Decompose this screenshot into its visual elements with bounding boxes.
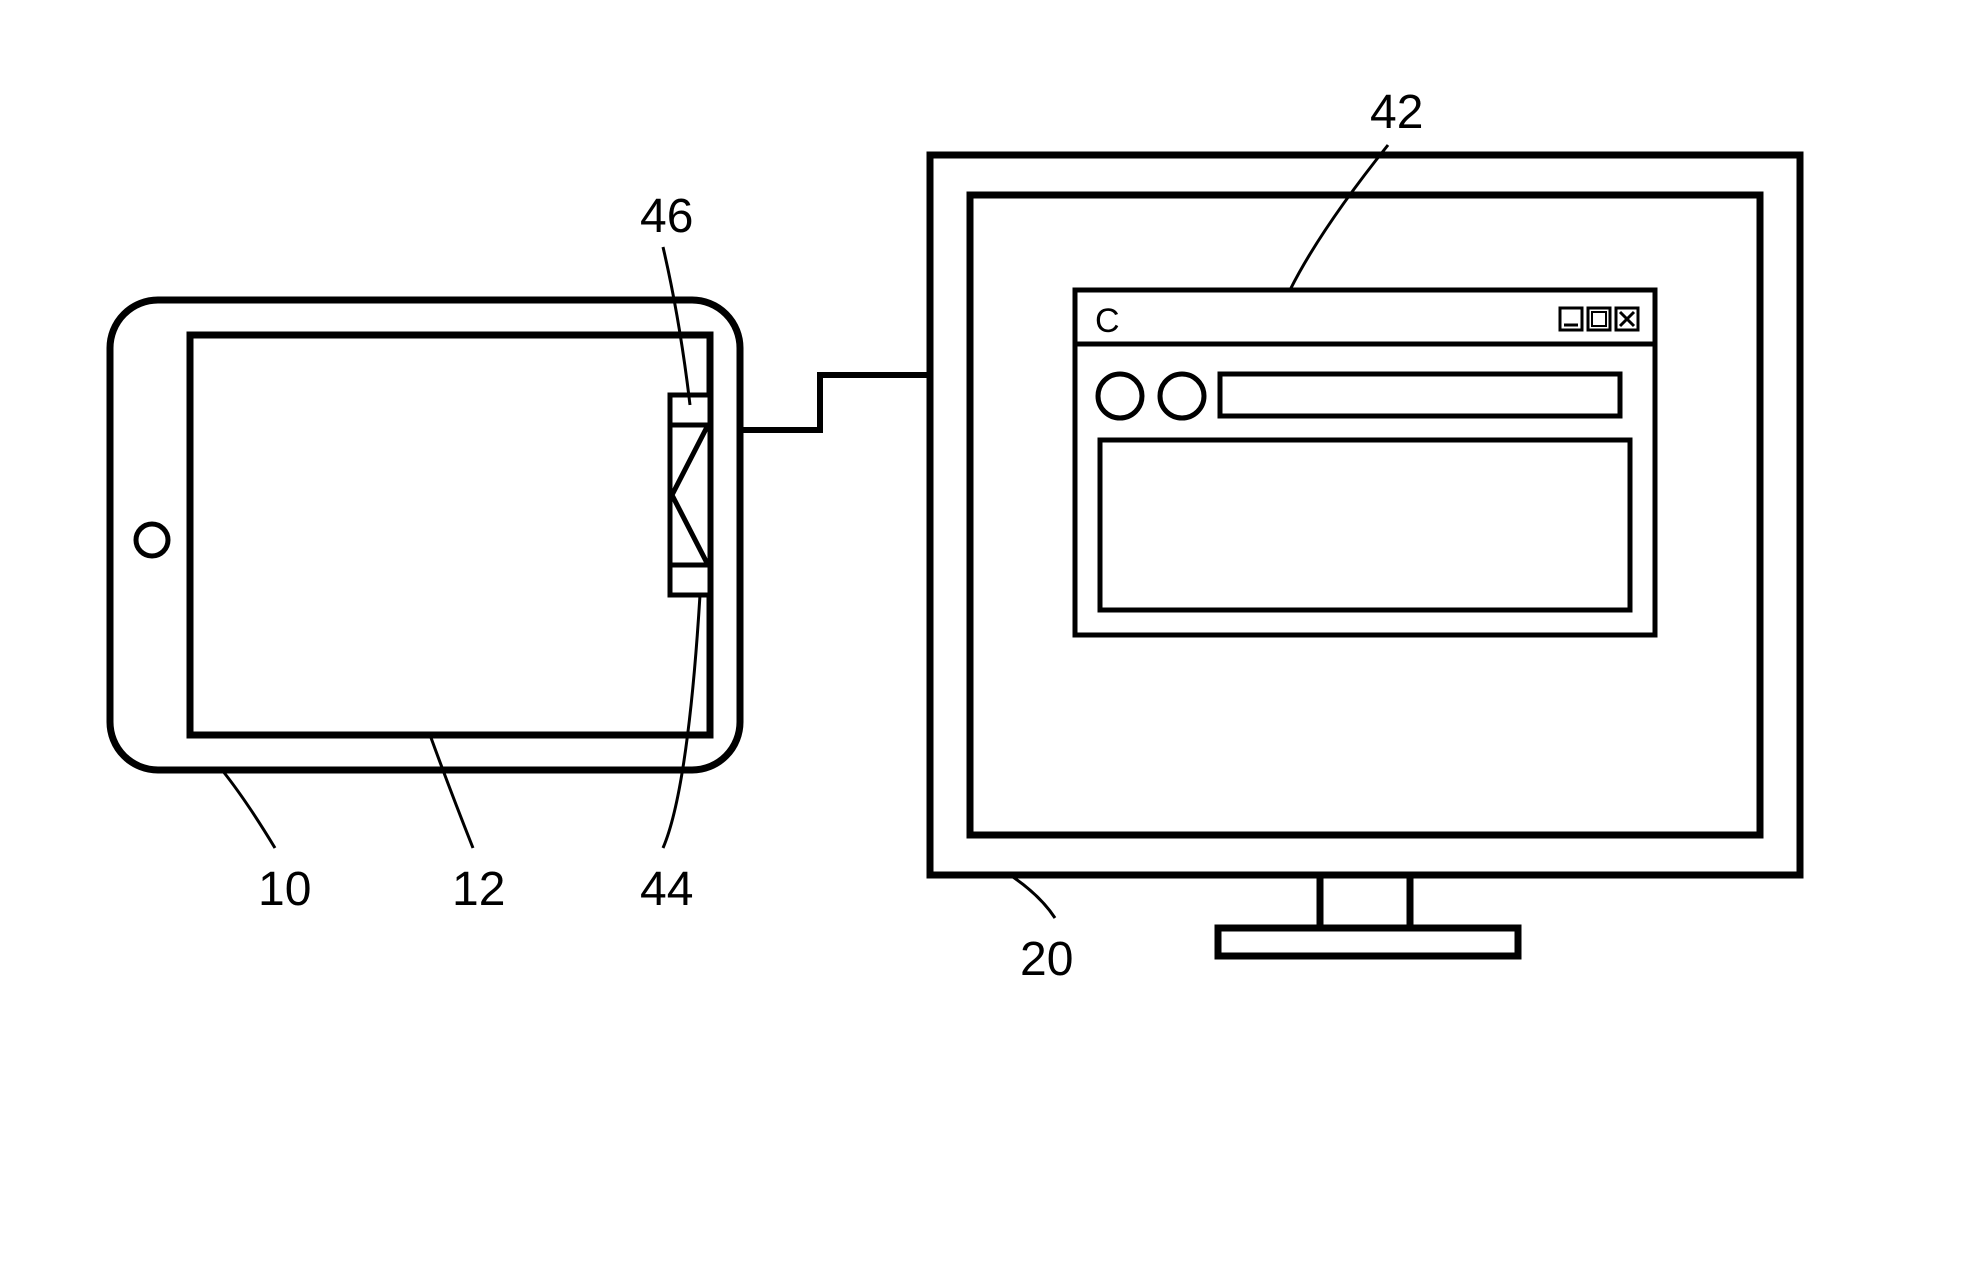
window-controls [1560, 308, 1638, 330]
leader-44 [663, 595, 700, 848]
leader-10 [222, 770, 275, 848]
patent-diagram: C 42 46 10 12 44 20 [0, 0, 1973, 1262]
window-content [1100, 440, 1630, 610]
label-44: 44 [640, 863, 693, 916]
window-nav-back [1098, 374, 1142, 418]
label-46: 46 [640, 190, 693, 243]
label-12: 12 [452, 863, 505, 916]
monitor-body [930, 155, 1800, 875]
label-20: 20 [1020, 933, 1073, 986]
tablet-body [110, 300, 740, 770]
leader-12 [430, 735, 473, 848]
window-url-bar [1220, 374, 1620, 416]
leader-46 [663, 247, 690, 405]
monitor-stand-neck [1320, 875, 1410, 928]
tablet-home-button [136, 524, 168, 556]
label-10: 10 [258, 863, 311, 916]
window-nav-forward [1160, 374, 1204, 418]
leader-42 [1290, 145, 1388, 290]
connection-line [740, 375, 930, 430]
window-title: C [1095, 302, 1120, 340]
monitor-stand-base [1218, 928, 1518, 956]
tablet-screen [190, 335, 710, 735]
leader-20 [1010, 875, 1055, 918]
label-42: 42 [1370, 86, 1423, 139]
